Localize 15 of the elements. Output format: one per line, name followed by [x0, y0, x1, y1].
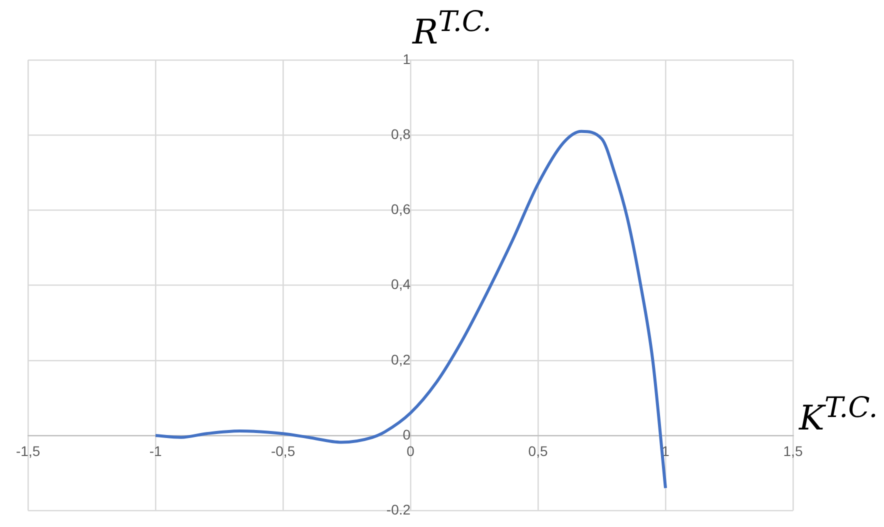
y-tick-label: 0,6 [391, 201, 411, 218]
y-tick-label: 0,4 [391, 276, 411, 292]
y-axis-title: R$^{T.C.}$ [412, 5, 492, 52]
y-tick-label: 0 [402, 426, 411, 442]
y-tick-label: 1 [402, 50, 411, 67]
x-tick-label: 0,5 [528, 442, 548, 459]
x-axis-title: K$^{T.C.}$ [799, 390, 878, 438]
x-tick-label: -1,5 [16, 442, 40, 459]
y-tick-label: 0,8 [391, 126, 411, 142]
x-tick-label: -1 [149, 442, 162, 459]
x-tick-label: 1 [662, 442, 670, 459]
x-tick-label: 1,5 [783, 442, 803, 459]
y-tick-label: 0,2 [391, 351, 411, 368]
y-tick-label: -0.2 [386, 501, 411, 518]
x-tick-label: -0,5 [270, 442, 296, 459]
